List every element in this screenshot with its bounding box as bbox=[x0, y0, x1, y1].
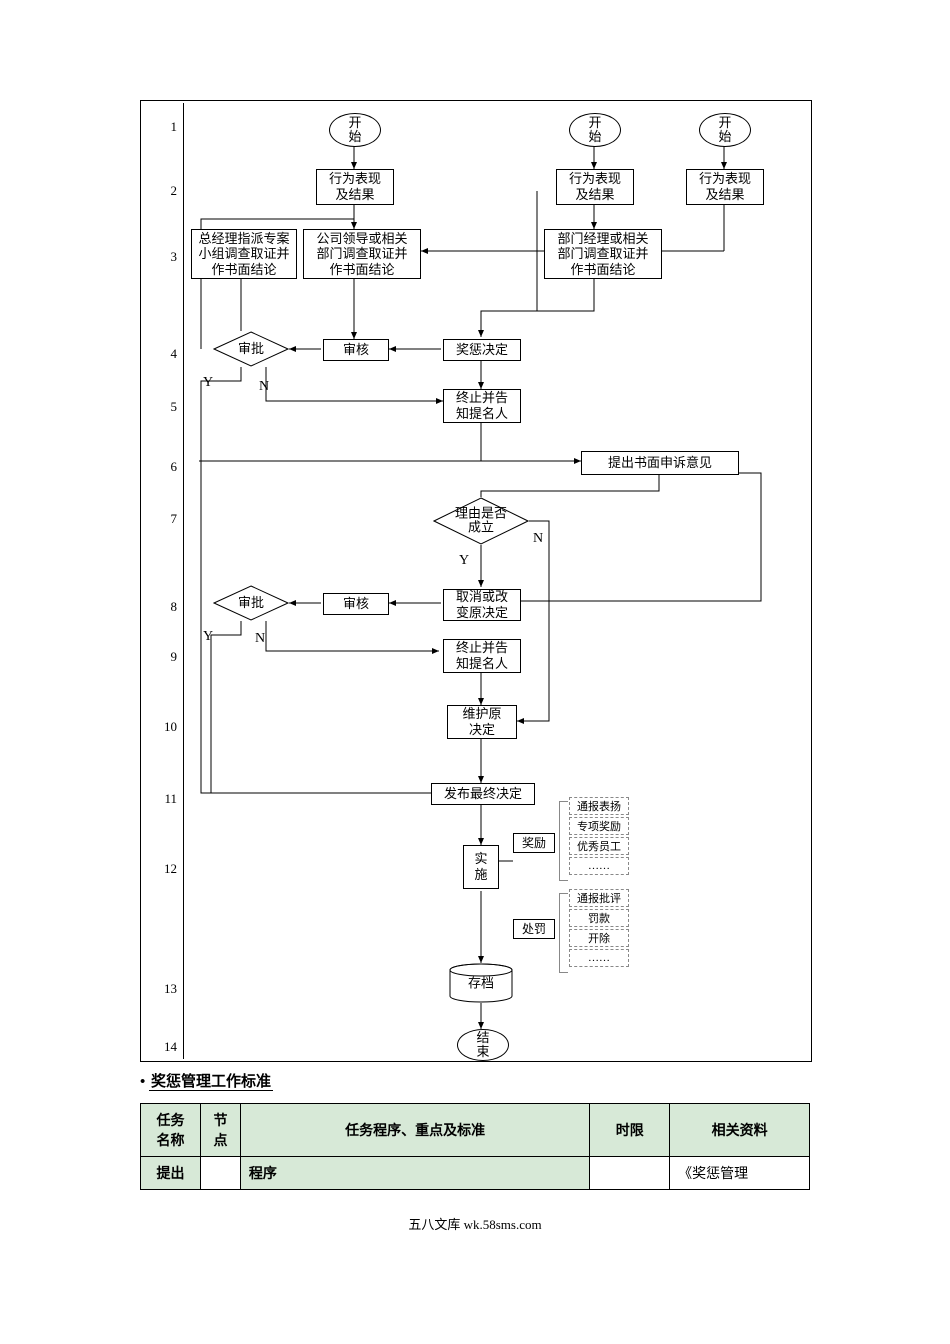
process-final-decision: 发布最终决定 bbox=[431, 783, 535, 805]
row-label: 10 bbox=[153, 719, 177, 735]
process-investigation: 总经理指派专案 小组调查取证并 作书面结论 bbox=[191, 229, 297, 279]
process-behavior: 行为表现 及结果 bbox=[316, 169, 394, 205]
col-node: 节 点 bbox=[200, 1104, 240, 1157]
edge-label-n: N bbox=[533, 531, 543, 547]
page-footer: 五八文库 wk.58sms.com bbox=[0, 1214, 950, 1233]
reward-item: 通报表扬 bbox=[569, 797, 629, 815]
edge-label-y: Y bbox=[459, 553, 469, 569]
process-behavior: 行为表现 及结果 bbox=[686, 169, 764, 205]
process-maintain: 维护原 决定 bbox=[447, 705, 517, 739]
row-label: 4 bbox=[153, 346, 177, 362]
reward-item: 优秀员工 bbox=[569, 837, 629, 855]
process-implement: 实 施 bbox=[463, 845, 499, 889]
data-archive: 存档 bbox=[449, 963, 513, 1003]
edge-label-n: N bbox=[255, 631, 265, 647]
row-label: 6 bbox=[153, 459, 177, 475]
process-terminate: 终止并告 知提名人 bbox=[443, 389, 521, 423]
cell-task-name: 提出 bbox=[141, 1157, 201, 1190]
process-investigation: 公司领导或相关 部门调查取证并 作书面结论 bbox=[303, 229, 421, 279]
col-material: 相关资料 bbox=[670, 1104, 810, 1157]
col-task-name: 任务 名称 bbox=[141, 1104, 201, 1157]
terminator-end: 结 束 bbox=[457, 1029, 509, 1061]
process-behavior: 行为表现 及结果 bbox=[556, 169, 634, 205]
decision-reason: 理由是否 成立 bbox=[433, 497, 529, 545]
decision-approve: 审批 bbox=[213, 331, 289, 367]
terminator-start: 开 始 bbox=[329, 113, 381, 147]
standards-table: 任务 名称 节 点 任务程序、重点及标准 时限 相关资料 提出 程序 《奖惩管理 bbox=[140, 1103, 810, 1190]
row-label: 7 bbox=[153, 511, 177, 527]
table-header-row: 任务 名称 节 点 任务程序、重点及标准 时限 相关资料 bbox=[141, 1104, 810, 1157]
cell-node bbox=[200, 1157, 240, 1190]
row-label: 2 bbox=[153, 183, 177, 199]
cell-time bbox=[590, 1157, 670, 1190]
row-label: 3 bbox=[153, 249, 177, 265]
process-cancel-change: 取消或改 变原决定 bbox=[443, 589, 521, 621]
cell-material: 《奖惩管理 bbox=[670, 1157, 810, 1190]
table-row: 提出 程序 《奖惩管理 bbox=[141, 1157, 810, 1190]
process-audit: 审核 bbox=[323, 593, 389, 615]
reward-item: …… bbox=[569, 857, 629, 875]
row-label: 11 bbox=[153, 791, 177, 807]
label-reward: 奖励 bbox=[513, 833, 555, 853]
process-terminate: 终止并告 知提名人 bbox=[443, 639, 521, 673]
bracket-reward bbox=[559, 801, 560, 881]
terminator-start: 开 始 bbox=[569, 113, 621, 147]
row-label: 1 bbox=[153, 119, 177, 135]
row-label: 5 bbox=[153, 399, 177, 415]
flowchart: 1 2 3 4 5 6 7 8 9 10 11 12 13 14 bbox=[140, 100, 812, 1062]
col-procedure: 任务程序、重点及标准 bbox=[240, 1104, 589, 1157]
col-time: 时限 bbox=[590, 1104, 670, 1157]
row-label: 8 bbox=[153, 599, 177, 615]
punish-item: 通报批评 bbox=[569, 889, 629, 907]
edge-label-n: N bbox=[259, 379, 269, 395]
section-title: • 奖惩管理工作标准 bbox=[140, 1070, 950, 1091]
process-reward-decision: 奖惩决定 bbox=[443, 339, 521, 361]
process-appeal: 提出书面申诉意见 bbox=[581, 451, 739, 475]
reward-item: 专项奖励 bbox=[569, 817, 629, 835]
row-label: 12 bbox=[153, 861, 177, 877]
cell-procedure: 程序 bbox=[240, 1157, 589, 1190]
bracket-punish bbox=[559, 893, 560, 973]
decision-approve: 审批 bbox=[213, 585, 289, 621]
punish-item: 罚款 bbox=[569, 909, 629, 927]
terminator-start: 开 始 bbox=[699, 113, 751, 147]
row-label: 13 bbox=[153, 981, 177, 997]
punish-item: …… bbox=[569, 949, 629, 967]
edge-label-y: Y bbox=[203, 375, 213, 391]
row-label: 9 bbox=[153, 649, 177, 665]
row-label: 14 bbox=[153, 1039, 177, 1055]
edge-label-y: Y bbox=[203, 629, 213, 645]
process-audit: 审核 bbox=[323, 339, 389, 361]
punish-item: 开除 bbox=[569, 929, 629, 947]
label-punish: 处罚 bbox=[513, 919, 555, 939]
process-investigation: 部门经理或相关 部门调查取证并 作书面结论 bbox=[544, 229, 662, 279]
row-divider bbox=[183, 103, 184, 1059]
